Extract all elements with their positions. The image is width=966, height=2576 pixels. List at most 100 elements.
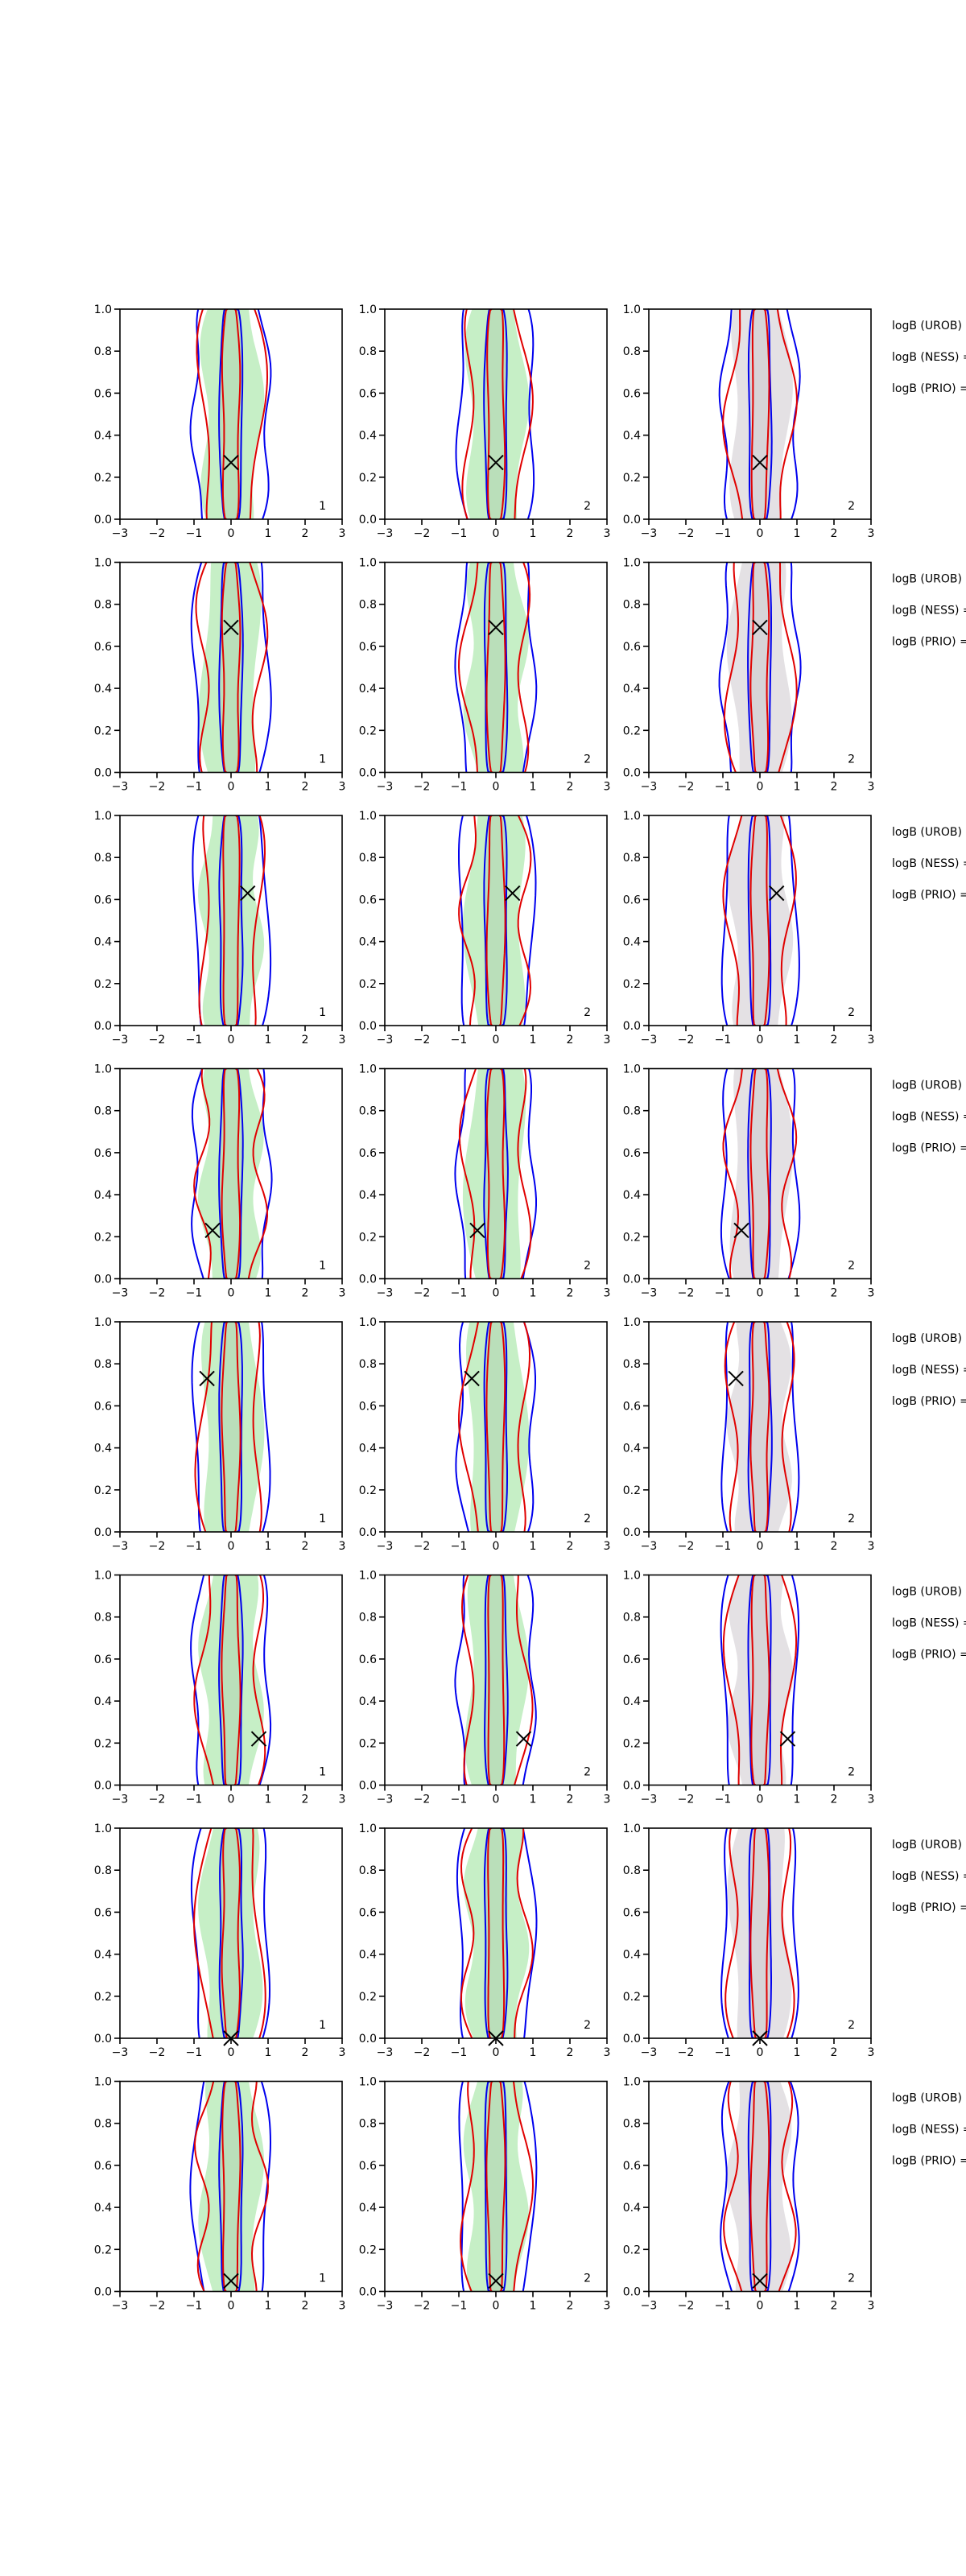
x-tick-label: 1 bbox=[794, 1794, 801, 1806]
x-tick-label: −2 bbox=[678, 1034, 695, 1046]
x-tick-label: 3 bbox=[868, 1540, 875, 1553]
annotation: logB (UROB) = bbox=[892, 2092, 966, 2105]
y-tick-label: 0.0 bbox=[94, 1020, 112, 1033]
contour-inner bbox=[483, 1068, 509, 1279]
contour-inner bbox=[483, 309, 508, 519]
x-tick-label: 3 bbox=[604, 1540, 611, 1553]
panel-label: 2 bbox=[584, 500, 591, 513]
x-tick-label: −1 bbox=[186, 1287, 203, 1300]
x-tick-label: −2 bbox=[414, 1034, 431, 1046]
y-tick-label: 0.2 bbox=[359, 1737, 377, 1750]
x-tick-label: 2 bbox=[831, 781, 838, 794]
x-tick-label: 1 bbox=[794, 1287, 801, 1300]
panel-label: 1 bbox=[319, 1513, 326, 1525]
panel: −3 −2 −1 0 1 2 3 0.0 0.2 0.4 0.6 0.8 1.0 1 bbox=[94, 810, 346, 1046]
contour-outer bbox=[190, 1828, 271, 2038]
contour-inner bbox=[748, 1828, 772, 2038]
contours bbox=[190, 1575, 272, 1785]
contour-outer bbox=[194, 1322, 262, 1532]
contour-inner bbox=[749, 1322, 770, 1532]
density-core bbox=[484, 309, 508, 519]
marker bbox=[223, 2030, 239, 2046]
x-tick-label: 2 bbox=[567, 2046, 574, 2059]
x-tick-label: 3 bbox=[604, 1034, 611, 1046]
y-tick-label: 1.0 bbox=[623, 557, 641, 570]
y-tick-label: 0.2 bbox=[623, 1484, 641, 1497]
contour-inner bbox=[221, 309, 242, 519]
y-tick-label: 1.0 bbox=[359, 810, 377, 823]
x-tick-label: −3 bbox=[641, 781, 658, 794]
contours bbox=[458, 815, 537, 1026]
x-tick-label: 1 bbox=[794, 781, 801, 794]
contours bbox=[454, 1575, 537, 1785]
panel: −3 −2 −1 0 1 2 3 0.0 0.2 0.4 0.6 0.8 1.0 2 bbox=[359, 810, 611, 1046]
x-tick-label: −3 bbox=[112, 2300, 129, 2313]
x-tick-label: 3 bbox=[339, 527, 346, 540]
x-tick-label: 0 bbox=[757, 2300, 764, 2313]
annotation: logB (UROB) = bbox=[892, 826, 966, 839]
x-tick-label: −3 bbox=[112, 1794, 129, 1806]
y-tick-label: 0.4 bbox=[623, 936, 641, 949]
x-tick-label: 3 bbox=[339, 1794, 346, 1806]
y-tick-label: 0.6 bbox=[359, 1906, 377, 1919]
panel-label: 1 bbox=[319, 1766, 326, 1779]
contour-outer bbox=[193, 1068, 269, 1279]
contour-inner bbox=[483, 815, 508, 1026]
contours bbox=[720, 1575, 800, 1785]
y-tick-label: 0.8 bbox=[623, 1612, 641, 1624]
contours bbox=[720, 1322, 800, 1532]
panel-label: 2 bbox=[584, 1006, 591, 1019]
x-tick-label: −3 bbox=[377, 1287, 394, 1300]
x-tick-label: 2 bbox=[302, 1540, 309, 1553]
contour-inner bbox=[218, 2081, 244, 2292]
contours bbox=[454, 562, 538, 773]
marker bbox=[199, 1370, 215, 1387]
contour-inner bbox=[749, 1828, 770, 2038]
x-tick-label: −2 bbox=[678, 1287, 695, 1300]
contour-outer bbox=[720, 1068, 801, 1279]
contour-outer bbox=[191, 1322, 271, 1532]
y-tick-label: 0.8 bbox=[94, 345, 112, 358]
x-tick-label: −2 bbox=[678, 2300, 695, 2313]
contour-outer bbox=[722, 1575, 798, 1785]
x-tick-label: 1 bbox=[530, 2046, 537, 2059]
y-tick-label: 0.2 bbox=[94, 2244, 112, 2256]
marker bbox=[223, 454, 239, 471]
contour-outer bbox=[722, 815, 797, 1026]
x-tick-label: 3 bbox=[868, 527, 875, 540]
y-tick-label: 0.0 bbox=[94, 1274, 112, 1286]
x-tick-label: −2 bbox=[678, 1794, 695, 1806]
contour-inner bbox=[221, 1828, 241, 2038]
y-tick-label: 0.6 bbox=[623, 1906, 641, 1919]
x-tick-label: 0 bbox=[757, 1287, 764, 1300]
y-tick-label: 1.0 bbox=[623, 1570, 641, 1583]
contour-inner bbox=[218, 309, 244, 519]
marker bbox=[239, 885, 256, 902]
panel-label: 2 bbox=[848, 1260, 855, 1273]
x-tick-label: −1 bbox=[186, 527, 203, 540]
contour-outer bbox=[723, 562, 798, 773]
y-tick-label: 0.2 bbox=[623, 1991, 641, 2004]
contour-outer bbox=[458, 815, 537, 1026]
x-tick-label: 0 bbox=[757, 1034, 764, 1046]
contour-outer bbox=[722, 1068, 798, 1279]
x-tick-label: −3 bbox=[377, 2300, 394, 2313]
panel: −3 −2 −1 0 1 2 3 0.0 0.2 0.4 0.6 0.8 1.0 2 bbox=[623, 2076, 875, 2313]
x-tick-label: 1 bbox=[265, 2300, 272, 2313]
y-tick-label: 1.0 bbox=[359, 1570, 377, 1583]
x-tick-label: 1 bbox=[794, 1540, 801, 1553]
y-tick-label: 0.6 bbox=[359, 894, 377, 906]
x-tick-label: 0 bbox=[493, 527, 500, 540]
annotation: logB (PRIO) = bbox=[892, 1649, 966, 1662]
x-tick-label: −1 bbox=[451, 527, 468, 540]
contour-outer bbox=[458, 2081, 538, 2292]
x-tick-label: 3 bbox=[868, 1034, 875, 1046]
contour-outer bbox=[720, 2081, 800, 2292]
x-tick-label: 3 bbox=[339, 1034, 346, 1046]
annotation: logB (UROB) = bbox=[892, 573, 966, 586]
y-tick-label: 0.6 bbox=[359, 2160, 377, 2173]
x-tick-label: −2 bbox=[414, 2300, 431, 2313]
contour-outer bbox=[457, 562, 531, 773]
x-tick-label: 3 bbox=[604, 527, 611, 540]
marker bbox=[752, 454, 768, 471]
